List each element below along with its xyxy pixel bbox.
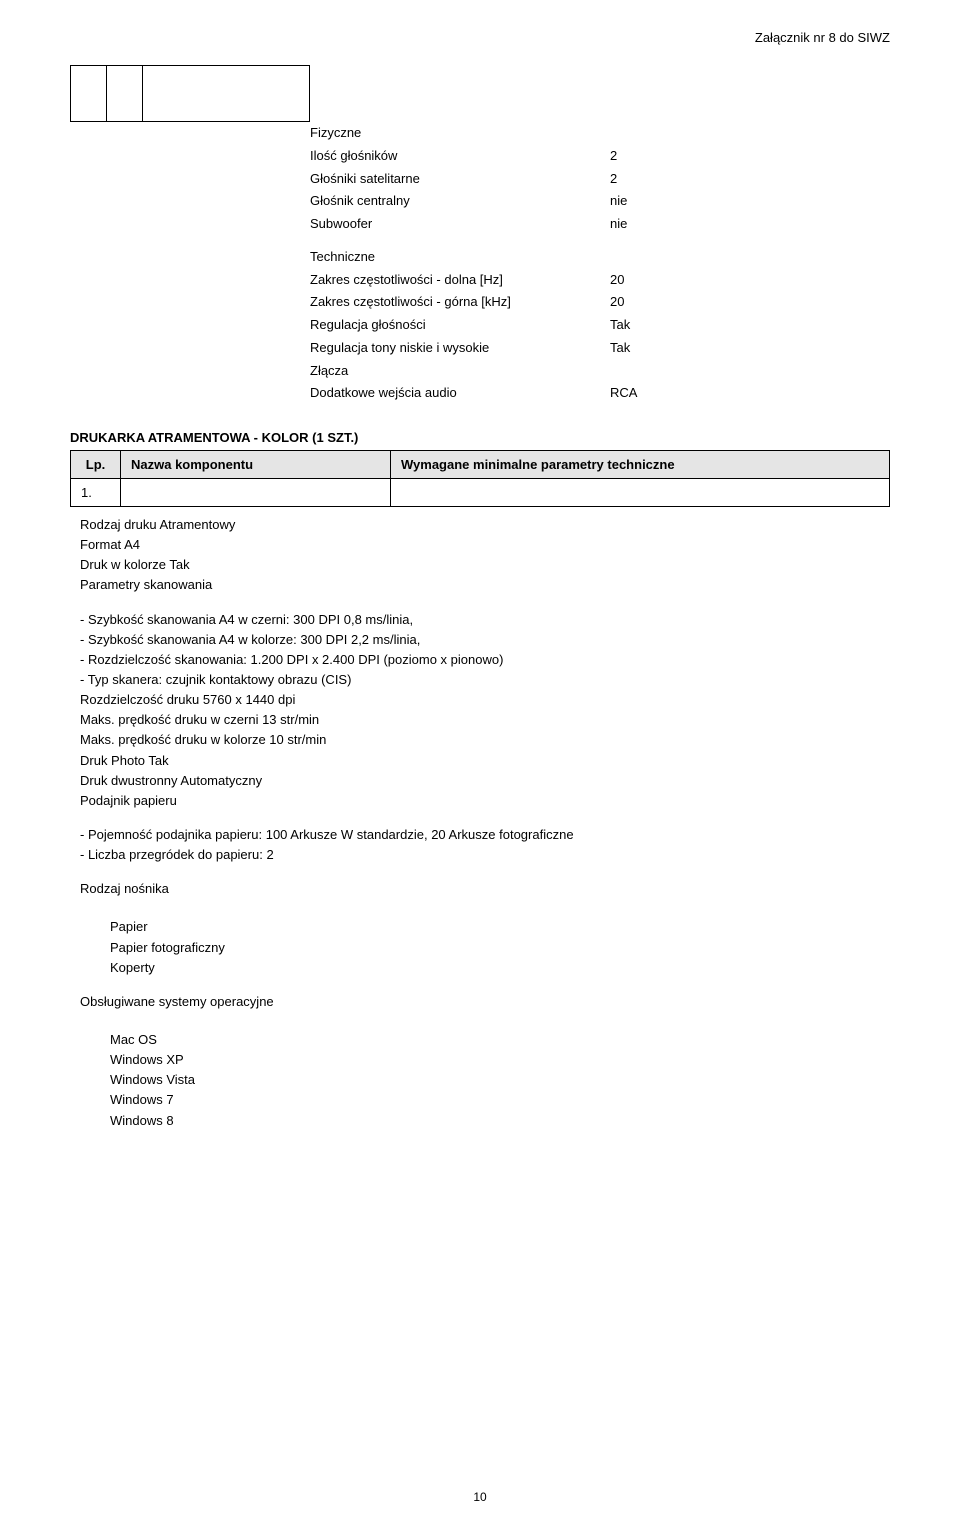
print-color: Druk w kolorze Tak [80,555,890,575]
spec-value: 20 [610,291,624,314]
spec-label: Złącza [310,360,610,383]
spec-value: 20 [610,269,624,292]
physical-specs: Fizyczne Ilość głośników2 Głośniki satel… [310,122,890,405]
page-number: 10 [0,1490,960,1504]
spec-value: nie [610,213,627,236]
physical-heading: Fizyczne [310,122,890,145]
os-winxp: Windows XP [110,1050,890,1070]
printer-specs: Rodzaj druku Atramentowy Format A4 Druk … [70,515,890,1131]
media-envelope: Koperty [110,958,890,978]
empty-lead-table [70,65,310,122]
os-macos: Mac OS [110,1030,890,1050]
attachment-header: Załącznik nr 8 do SIWZ [70,30,890,45]
os-win7: Windows 7 [110,1090,890,1110]
scan-bw: - Szybkość skanowania A4 w czerni: 300 D… [80,610,890,630]
print-format: Format A4 [80,535,890,555]
print-speed-bw: Maks. prędkość druku w czerni 13 str/min [80,710,890,730]
scan-color: - Szybkość skanowania A4 w kolorze: 300 … [80,630,890,650]
spec-value: 2 [610,145,617,168]
print-photo: Druk Photo Tak [80,751,890,771]
media-paper: Papier [110,917,890,937]
spec-value: 2 [610,168,617,191]
print-duplex: Druk dwustronny Automatyczny [80,771,890,791]
scan-params-heading: Parametry skanowania [80,575,890,595]
scan-res: - Rozdzielczość skanowania: 1.200 DPI x … [80,650,890,670]
spec-label: Regulacja głośności [310,314,610,337]
media-photo: Papier fotograficzny [110,938,890,958]
feeder-capacity: - Pojemność podajnika papieru: 100 Arkus… [80,825,890,845]
component-table: Lp. Nazwa komponentu Wymagane minimalne … [70,450,890,507]
spec-label: Regulacja tony niskie i wysokie [310,337,610,360]
print-speed-color: Maks. prędkość druku w kolorze 10 str/mi… [80,730,890,750]
col-name-header: Nazwa komponentu [121,451,391,479]
os-winvista: Windows Vista [110,1070,890,1090]
spec-label: Dodatkowe wejścia audio [310,382,610,405]
spec-label: Ilość głośników [310,145,610,168]
spec-label: Głośniki satelitarne [310,168,610,191]
media-type-heading: Rodzaj nośnika [80,879,890,899]
col-req-header: Wymagane minimalne parametry techniczne [391,451,890,479]
os-win8: Windows 8 [110,1111,890,1131]
spec-label: Zakres częstotliwości - górna [kHz] [310,291,610,314]
spec-value: Tak [610,337,630,360]
print-type: Rodzaj druku Atramentowy [80,515,890,535]
section-title: DRUKARKA ATRAMENTOWA - KOLOR (1 SZT.) [70,430,890,445]
row-lp: 1. [71,479,121,507]
spec-label: Głośnik centralny [310,190,610,213]
feeder-compartments: - Liczba przegródek do papieru: 2 [80,845,890,865]
scan-type: - Typ skanera: czujnik kontaktowy obrazu… [80,670,890,690]
spec-value: nie [610,190,627,213]
technical-heading: Techniczne [310,246,890,269]
os-heading: Obsługiwane systemy operacyjne [80,992,890,1012]
spec-label: Zakres częstotliwości - dolna [Hz] [310,269,610,292]
spec-value: RCA [610,382,637,405]
spec-value: Tak [610,314,630,337]
paper-feeder-heading: Podajnik papieru [80,791,890,811]
col-lp-header: Lp. [71,451,121,479]
row-name [121,479,391,507]
spec-label: Subwoofer [310,213,610,236]
row-req [391,479,890,507]
print-res: Rozdzielczość druku 5760 x 1440 dpi [80,690,890,710]
